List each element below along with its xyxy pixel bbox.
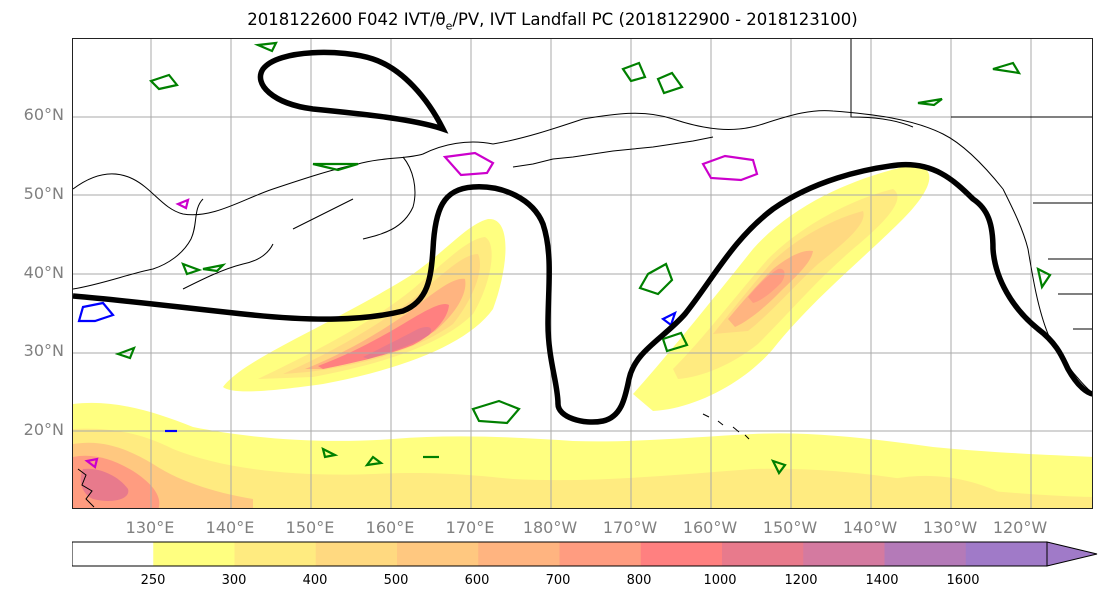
coast-kamchatka bbox=[362, 156, 416, 240]
lon-label-150e: 150°E bbox=[285, 518, 335, 537]
colorbar-swatch bbox=[234, 542, 317, 566]
lon-label-130w: 130°W bbox=[922, 518, 978, 537]
cb-tick-800: 800 bbox=[626, 573, 652, 588]
theta-e-contours bbox=[114, 41, 1052, 476]
map-title: 2018122600 F042 IVT/θe/PV, IVT Landfall … bbox=[247, 10, 858, 33]
lon-label-140e: 140°E bbox=[205, 518, 255, 537]
ivt-shading bbox=[73, 166, 1092, 508]
cb-tick-400: 400 bbox=[302, 573, 328, 588]
colorbar-swatch bbox=[397, 542, 479, 566]
lon-label-120w: 120°W bbox=[992, 518, 1048, 537]
coastlines bbox=[73, 39, 1092, 508]
cb-tick-500: 500 bbox=[383, 573, 409, 588]
lat-label-50n: 50°N bbox=[23, 184, 64, 203]
lon-label-160e: 160°E bbox=[365, 518, 415, 537]
coast-hawaii bbox=[702, 413, 750, 440]
border-alaska-canada bbox=[850, 39, 914, 128]
colorbar-extend-arrow bbox=[1046, 541, 1098, 567]
colorbar-outline bbox=[72, 541, 1048, 567]
cb-tick-250: 250 bbox=[140, 573, 166, 588]
lon-label-150w: 150°W bbox=[762, 518, 818, 537]
lon-label-180w: 180°W bbox=[522, 518, 578, 537]
cb-tick-600: 600 bbox=[464, 573, 490, 588]
cb-tick-1000: 1000 bbox=[703, 573, 737, 588]
ivt-landfall-pc-line bbox=[73, 161, 1092, 425]
colorbar-swatch bbox=[72, 542, 154, 566]
coast-japan bbox=[182, 243, 274, 290]
ivt-south-band-300 bbox=[73, 428, 1092, 508]
graticule bbox=[73, 39, 1092, 508]
colorbar-swatch bbox=[153, 542, 235, 566]
cb-tick-1400: 1400 bbox=[865, 573, 899, 588]
colorbar-swatch bbox=[640, 542, 723, 566]
ivt-plume-west-300 bbox=[258, 237, 492, 379]
ivt-plume-west-600 bbox=[305, 278, 466, 369]
coast-aleutians bbox=[512, 136, 714, 168]
colorbar-swatch bbox=[478, 542, 560, 566]
lat-label-20n: 20°N bbox=[23, 420, 64, 439]
coast-na-west bbox=[1002, 188, 1092, 393]
cb-tick-300: 300 bbox=[221, 573, 247, 588]
lon-label-170w: 170°W bbox=[602, 518, 658, 537]
colorbar-swatch bbox=[965, 542, 1048, 566]
map-panel bbox=[72, 38, 1093, 509]
colorbar-swatch bbox=[803, 542, 885, 566]
colorbar-swatch bbox=[315, 542, 398, 566]
map-canvas bbox=[73, 39, 1092, 508]
lon-label-130e: 130°E bbox=[125, 518, 175, 537]
ivt-plume-east-800 bbox=[748, 268, 785, 303]
ivt-colorbar bbox=[72, 541, 1098, 567]
pv-contours bbox=[77, 151, 759, 469]
ivt-plume-west-1000 bbox=[363, 327, 432, 359]
coast-kuril bbox=[292, 198, 354, 230]
colorbar-swatch bbox=[884, 542, 967, 566]
northern-pc-loop bbox=[257, 49, 449, 134]
cb-tick-1600: 1600 bbox=[946, 573, 980, 588]
lon-label-140w: 140°W bbox=[842, 518, 898, 537]
coast-korea-china bbox=[73, 198, 204, 290]
lat-label-30n: 30°N bbox=[23, 341, 64, 360]
border-us-states bbox=[1048, 258, 1092, 330]
lon-label-160w: 160°W bbox=[682, 518, 738, 537]
coast-philippines bbox=[77, 468, 95, 508]
ivt-plume-west-250 bbox=[223, 218, 506, 392]
coast-alaska bbox=[492, 110, 1004, 190]
colorbar-swatches bbox=[72, 542, 1048, 566]
lon-label-170e: 170°E bbox=[445, 518, 495, 537]
coast-asia bbox=[73, 141, 494, 216]
ivt-south-band-1000 bbox=[80, 468, 129, 501]
lat-label-60n: 60°N bbox=[23, 105, 64, 124]
lat-label-40n: 40°N bbox=[23, 263, 64, 282]
ivt-plume-west-400 bbox=[283, 254, 481, 374]
cb-tick-700: 700 bbox=[545, 573, 571, 588]
cb-tick-1200: 1200 bbox=[784, 573, 818, 588]
ivt-south-band-east bbox=[893, 475, 1003, 508]
colorbar-swatch bbox=[559, 542, 642, 566]
colorbar-swatch bbox=[722, 542, 804, 566]
